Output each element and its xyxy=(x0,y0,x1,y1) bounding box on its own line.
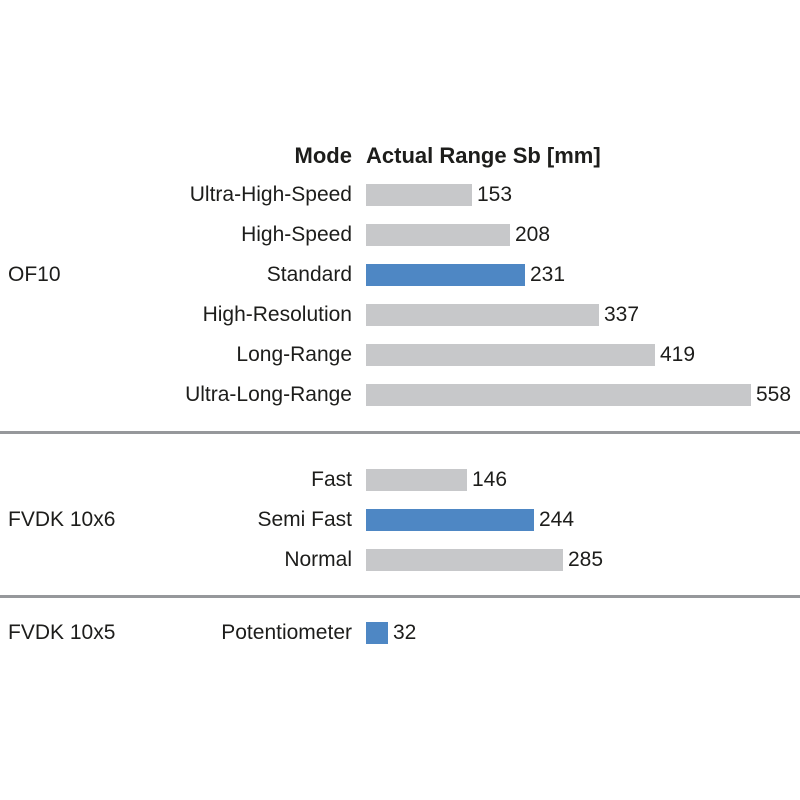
bar-row: High-Resolution 337 xyxy=(0,295,800,335)
chart-group-of10: OF10 Ultra-High-Speed 153 High-Speed 208 Stan… xyxy=(0,175,800,415)
bar-highlighted xyxy=(366,509,534,531)
bar-value: 32 xyxy=(393,621,417,644)
bar-value: 231 xyxy=(530,263,566,286)
chart-header-row: Mode Actual Range Sb [mm] xyxy=(0,137,800,175)
bar-row: Standard 231 xyxy=(0,255,800,295)
chart-group-fvdk-10x5: FVDK 10x5 Potentiometer 32 xyxy=(0,613,800,653)
bar-value: 153 xyxy=(477,183,513,206)
value-header-area: Actual Range Sb [mm] xyxy=(366,143,800,169)
mode-label: Ultra-Long-Range xyxy=(185,383,352,406)
bar-row: Ultra-Long-Range 558 xyxy=(0,375,800,415)
bar-highlighted xyxy=(366,622,388,644)
group-label: OF10 xyxy=(8,263,61,286)
section-divider xyxy=(0,595,800,598)
bar-area: 231 xyxy=(366,263,800,287)
bar-value: 146 xyxy=(472,468,508,491)
bar-value: 285 xyxy=(568,548,604,571)
bar-row: Long-Range 419 xyxy=(0,335,800,375)
mode-label: Standard xyxy=(266,263,352,286)
bar-value: 419 xyxy=(660,343,696,366)
mode-label: Potentiometer xyxy=(221,621,352,644)
bar-area: 208 xyxy=(366,223,800,247)
mode-label: Ultra-High-Speed xyxy=(189,183,352,206)
bar-area: 337 xyxy=(366,303,800,327)
bar xyxy=(366,549,563,571)
bar-value: 244 xyxy=(539,508,575,531)
bar-row: Fast 146 xyxy=(0,460,800,500)
bar xyxy=(366,184,472,206)
bar-area: 285 xyxy=(366,548,800,572)
mode-label: Fast xyxy=(311,468,352,491)
bar-area: 419 xyxy=(366,343,800,367)
bar-area: 153 xyxy=(366,183,800,207)
bar-area: 146 xyxy=(366,468,800,492)
bar-row: Potentiometer 32 xyxy=(0,613,800,653)
mode-label: High-Speed xyxy=(241,223,352,246)
chart-group-fvdk-10x6: FVDK 10x6 Fast 146 Semi Fast 244 Normal 285 xyxy=(0,460,800,580)
bar-area: 244 xyxy=(366,508,800,532)
section-divider xyxy=(0,431,800,434)
bar-row: Ultra-High-Speed 153 xyxy=(0,175,800,215)
bar-highlighted xyxy=(366,264,525,286)
mode-column-header: Mode xyxy=(294,143,352,168)
bar xyxy=(366,469,467,491)
bar xyxy=(366,224,510,246)
bar-value: 558 xyxy=(756,383,792,406)
bar-row: High-Speed 208 xyxy=(0,215,800,255)
bar-row: Normal 285 xyxy=(0,540,800,580)
mode-label: Semi Fast xyxy=(257,508,352,531)
chart-sections: OF10 Ultra-High-Speed 153 High-Speed 208 Stan… xyxy=(0,175,800,653)
group-label: FVDK 10x5 xyxy=(8,621,116,644)
bar xyxy=(366,384,751,406)
bar-row: Semi Fast 244 xyxy=(0,500,800,540)
mode-label: Long-Range xyxy=(236,343,352,366)
bar xyxy=(366,304,599,326)
bar-chart: Mode Actual Range Sb [mm] OF10 Ultra-High… xyxy=(0,137,800,653)
mode-label: Normal xyxy=(284,548,352,571)
value-column-header: Actual Range Sb [mm] xyxy=(366,143,601,168)
bar-value: 208 xyxy=(515,223,551,246)
bar xyxy=(366,344,655,366)
group-label: FVDK 10x6 xyxy=(8,508,116,531)
mode-label: High-Resolution xyxy=(202,303,352,326)
bar-value: 337 xyxy=(604,303,640,326)
bar-area: 32 xyxy=(366,621,800,645)
bar-area: 558 xyxy=(366,383,800,407)
